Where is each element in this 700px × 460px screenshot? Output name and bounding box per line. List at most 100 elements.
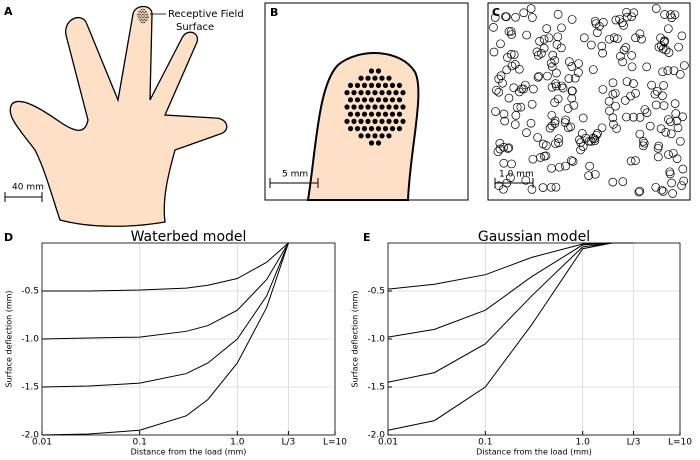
receptor [666,10,675,19]
receptor [638,137,648,146]
dot [375,111,382,117]
dot [358,133,364,139]
receptor [551,79,560,88]
dot [375,68,382,74]
receptor [598,48,607,58]
dot [365,90,371,96]
dot [358,75,364,81]
receptor [629,8,639,18]
receptor [664,150,673,159]
receptor [678,112,687,122]
receptor [569,100,579,110]
x-tick-label: L=10 [323,438,347,448]
receptor [546,182,556,192]
dot [386,75,392,81]
receptor [609,33,619,43]
dot [142,15,144,17]
receptor [510,120,520,129]
y-tick-label: -2.0 [21,431,39,441]
receptor [548,50,558,60]
receptor [564,57,574,66]
receptor [663,24,673,34]
receptor [608,177,618,187]
dot [148,17,150,19]
receptor [642,108,652,118]
receptor [581,133,591,143]
x-axis-label: Distance from the load (mm) [476,448,592,457]
receptor [574,68,583,77]
receptor [679,176,689,186]
receptor [492,85,501,95]
line [41,242,289,436]
dot [354,97,361,103]
receptor [499,184,508,194]
line [41,242,289,388]
receptor [613,34,622,44]
dot [140,12,142,14]
dot [386,90,392,96]
receptor [675,70,685,79]
receptor [631,156,640,165]
dot [379,90,385,96]
receptor [496,39,505,49]
receptor [608,89,618,99]
receptor [522,30,532,40]
receptor [588,65,598,74]
dot [141,13,143,15]
x-tick-label: 0.1 [133,438,147,448]
y-tick-label: -1.5 [21,383,39,393]
dot [140,10,142,12]
receptor [637,34,646,44]
dot [139,12,141,14]
receptor [618,177,628,186]
dot [372,104,378,110]
receptor [611,15,621,25]
receptor [557,81,567,91]
dot [142,12,144,14]
dot [354,111,361,117]
receptor [547,163,556,173]
receptor [509,83,519,93]
receptor [506,173,515,183]
dot [344,90,350,96]
receptor [674,42,683,52]
receptor [504,93,514,103]
dot [347,82,354,88]
dot [138,10,140,12]
scale-label: 40 mm [12,183,44,193]
dot [361,82,368,88]
dot [145,15,147,17]
receptor [651,100,661,110]
dot [347,111,354,117]
receptor [618,57,627,67]
receptor [539,34,549,44]
receptor [557,43,566,53]
receptor [653,143,663,153]
line [387,242,634,383]
receptor [661,127,671,137]
receptor [577,129,587,138]
dot [358,90,364,96]
receptor [507,61,517,71]
receptor [544,33,554,43]
receptor [666,129,676,139]
dot [141,10,143,12]
receptor [539,43,549,53]
y-tick-label: -1.5 [367,383,385,393]
dot [389,82,396,88]
dot [389,126,396,132]
receptor [670,99,680,108]
y-axis-label: Surface deflection (mm) [351,290,360,387]
receptor [528,13,537,22]
receptor [622,112,631,122]
dot [382,111,389,117]
receptor [652,86,662,96]
receptor [541,141,551,150]
dot [146,17,148,19]
dot [136,13,138,15]
dot [138,13,140,15]
receptor [635,29,645,39]
receptor [537,49,546,58]
receptor [526,118,536,128]
dot [138,17,140,19]
